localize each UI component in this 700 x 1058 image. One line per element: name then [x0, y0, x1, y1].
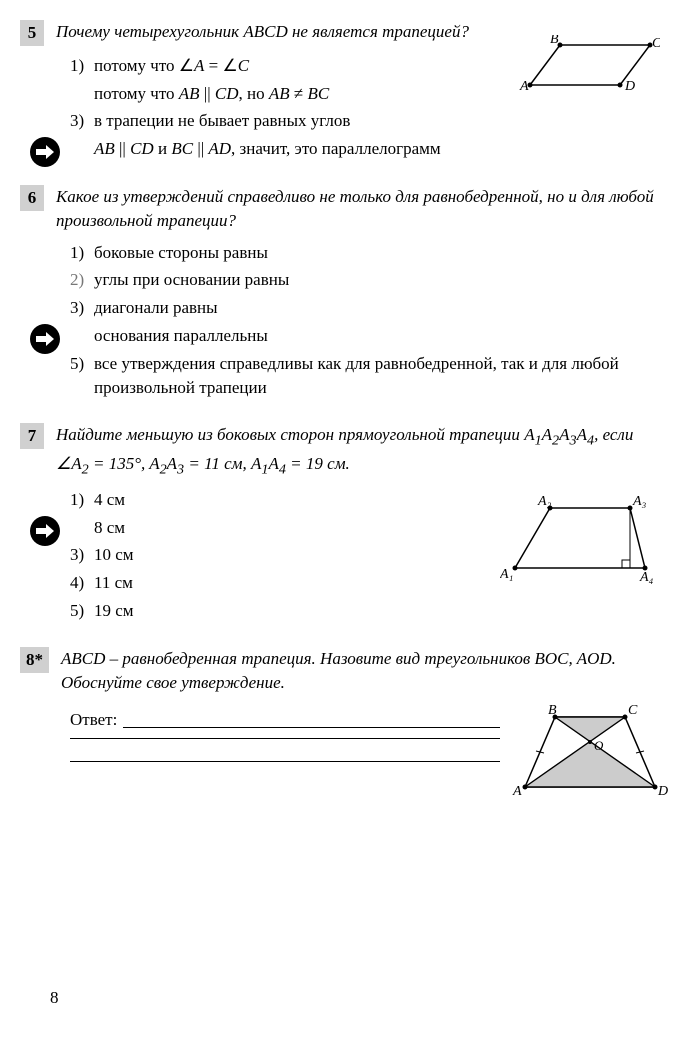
- page-number: 8: [50, 986, 670, 1010]
- option-3: 3)в трапеции не бывает равных углов: [70, 109, 670, 133]
- svg-text:B: B: [550, 35, 559, 47]
- option-5: 5)все утверждения справедливы как для ра…: [70, 352, 670, 400]
- problem-5: 5 Почему четырехугольник ABCD не являетс…: [20, 20, 670, 161]
- option-2: потому что AB || CD, но AB ≠ BC: [70, 82, 670, 106]
- answer-arrow-icon: [30, 324, 60, 354]
- option-5: 5)19 см: [70, 599, 670, 623]
- option-1: 1)потому что ∠A = ∠C: [70, 54, 670, 78]
- option-3: 3)диагонали равны: [70, 296, 670, 320]
- svg-text:C: C: [628, 703, 638, 718]
- options-list: 1)потому что ∠A = ∠C потому что AB || CD…: [70, 54, 670, 161]
- problem-number: 8*: [20, 647, 49, 673]
- problem-number: 7: [20, 423, 44, 449]
- option-4: AB || CD и BC || AD, значит, это паралле…: [70, 137, 670, 161]
- answer-row: Ответ:: [70, 708, 500, 732]
- problem-question: Какое из утверждений справедливо не толь…: [56, 185, 670, 233]
- answer-arrow-icon: [30, 137, 60, 167]
- svg-text:O: O: [594, 738, 604, 753]
- problem-header: 6 Какое из утверждений справедливо не то…: [20, 185, 670, 233]
- problem-question: Найдите меньшую из боковых сторон прямоу…: [56, 423, 670, 479]
- options-list: 1)боковые стороны равны 2)углы при основ…: [70, 241, 670, 400]
- svg-text:D: D: [657, 784, 668, 799]
- answer-line[interactable]: [70, 761, 500, 762]
- problem-header: 7 Найдите меньшую из боковых сторон прям…: [20, 423, 670, 479]
- answer-arrow-icon: [30, 516, 60, 546]
- problem-8: 8* ABCD – равнобедренная трапеция. Назов…: [20, 647, 670, 762]
- problem-header: 8* ABCD – равнобедренная трапеция. Назов…: [20, 647, 670, 695]
- answer-line[interactable]: [70, 738, 500, 739]
- problem-question: ABCD – равнобедренная трапеция. Назовите…: [61, 647, 670, 695]
- option-1: 1)боковые стороны равны: [70, 241, 670, 265]
- problem-6: 6 Какое из утверждений справедливо не то…: [20, 185, 670, 399]
- isosceles-trapezoid-diagram: A B C D O: [510, 702, 670, 802]
- option-4: 4)11 см: [70, 571, 670, 595]
- option-2: 8 см: [70, 516, 670, 540]
- option-3: 3)10 см: [70, 543, 670, 567]
- option-2: 2)углы при основании равны: [70, 268, 670, 292]
- answer-line[interactable]: [123, 727, 500, 728]
- svg-text:C: C: [652, 36, 660, 51]
- problem-number: 5: [20, 20, 44, 46]
- options-list: 1)4 см 8 см 3)10 см 4)11 см 5)19 см: [70, 488, 670, 623]
- answer-label: Ответ:: [70, 708, 117, 732]
- svg-text:B: B: [548, 703, 557, 718]
- option-1: 1)4 см: [70, 488, 670, 512]
- problem-number: 6: [20, 185, 44, 211]
- svg-text:A: A: [512, 784, 522, 799]
- problem-7: 7 Найдите меньшую из боковых сторон прям…: [20, 423, 670, 622]
- option-4: основания параллельны: [70, 324, 670, 348]
